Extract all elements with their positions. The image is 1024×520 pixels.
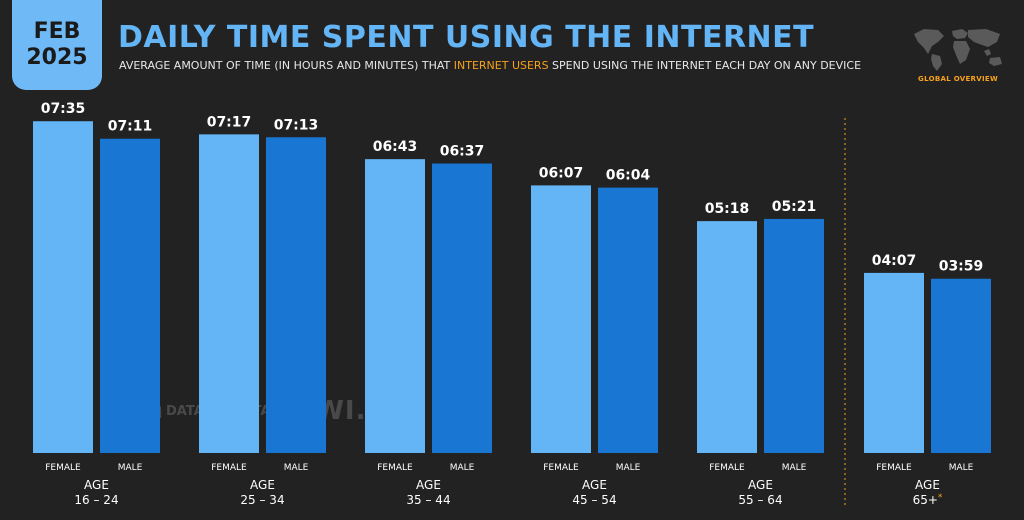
- category-label-0: 16 – 24: [74, 493, 118, 507]
- category-label-3: 45 – 54: [572, 493, 616, 507]
- data-label-female-2: 06:43: [373, 139, 418, 155]
- series-label-male-1: MALE: [284, 463, 309, 473]
- bar-male-4: [764, 218, 824, 453]
- bar-male-0: [100, 138, 160, 453]
- badge-month: FEB: [33, 19, 81, 44]
- world-map-icon: [914, 29, 1002, 71]
- bar-female-3: [531, 185, 591, 454]
- bar-female-5: [864, 272, 924, 453]
- date-badge: FEB 2025: [12, 0, 102, 90]
- badge-year: 2025: [26, 45, 88, 70]
- series-label-female-2: FEMALE: [377, 463, 413, 473]
- age-prefix-1: AGE: [250, 478, 275, 492]
- series-label-male-0: MALE: [118, 463, 143, 473]
- series-label-female-3: FEMALE: [543, 463, 579, 473]
- data-label-male-5: 03:59: [939, 259, 984, 275]
- data-label-female-0: 07:35: [41, 101, 86, 117]
- series-label-male-3: MALE: [616, 463, 641, 473]
- bar-male-5: [931, 278, 991, 453]
- page-title: DAILY TIME SPENT USING THE INTERNET: [118, 20, 815, 55]
- series-label-female-4: FEMALE: [709, 463, 745, 473]
- bar-male-3: [598, 187, 658, 454]
- data-label-female-1: 07:17: [207, 114, 252, 130]
- age-prefix-0: AGE: [84, 478, 109, 492]
- bar-female-1: [199, 134, 259, 453]
- data-label-male-0: 07:11: [108, 119, 153, 135]
- category-label-2: 35 – 44: [406, 493, 450, 507]
- series-label-male-4: MALE: [782, 463, 807, 473]
- age-prefix-2: AGE: [416, 478, 441, 492]
- subtitle-text-start: AVERAGE AMOUNT OF TIME (IN HOURS AND MIN…: [119, 59, 454, 72]
- data-label-female-3: 06:07: [539, 165, 584, 181]
- data-label-male-4: 05:21: [772, 199, 817, 215]
- data-label-male-2: 06:37: [440, 144, 485, 160]
- bar-female-2: [365, 159, 425, 454]
- subtitle-text-end: SPEND USING THE INTERNET EACH DAY ON ANY…: [548, 59, 862, 72]
- bar-female-0: [33, 121, 93, 454]
- category-label-1: 25 – 34: [240, 493, 284, 507]
- category-footnote-marker-5: *: [938, 493, 943, 503]
- age-prefix-3: AGE: [582, 478, 607, 492]
- series-label-female-5: FEMALE: [876, 463, 912, 473]
- category-label-4: 55 – 64: [738, 493, 782, 507]
- data-label-female-4: 05:18: [705, 201, 750, 217]
- bar-male-1: [266, 137, 326, 454]
- age-prefix-5: AGE: [915, 478, 940, 492]
- page-subtitle: AVERAGE AMOUNT OF TIME (IN HOURS AND MIN…: [119, 59, 861, 72]
- subtitle-highlight: INTERNET USERS: [453, 59, 549, 72]
- category-label-5: 65+*: [913, 493, 943, 507]
- data-label-female-5: 04:07: [872, 253, 917, 269]
- bar-male-2: [432, 163, 492, 454]
- data-label-male-3: 06:04: [606, 168, 651, 184]
- series-label-female-1: FEMALE: [211, 463, 247, 473]
- series-label-female-0: FEMALE: [45, 463, 81, 473]
- bar-female-4: [697, 221, 757, 453]
- global-overview-label: GLOBAL OVERVIEW: [918, 75, 998, 83]
- series-label-male-2: MALE: [450, 463, 475, 473]
- age-prefix-4: AGE: [748, 478, 773, 492]
- data-label-male-1: 07:13: [274, 117, 319, 133]
- series-label-male-5: MALE: [949, 463, 974, 473]
